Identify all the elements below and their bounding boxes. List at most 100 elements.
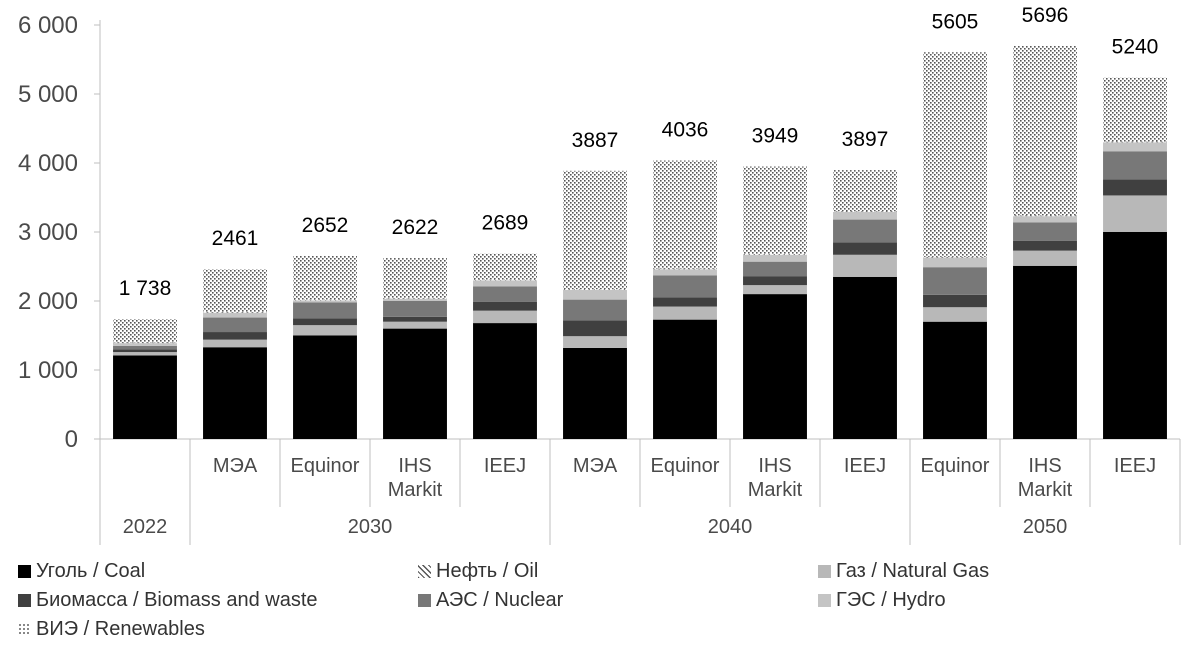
bar-segment-nuclear	[743, 261, 807, 277]
y-tick-label: 6 000	[18, 12, 78, 39]
bar-segment-coal	[653, 319, 717, 439]
legend-label: Газ / Natural Gas	[836, 560, 990, 582]
bar-segment-coal	[473, 323, 537, 439]
bar-segment-natural-gas	[923, 307, 987, 322]
legend-item: Нефть / Oil	[418, 560, 538, 583]
bar-segment-nuclear	[1103, 151, 1167, 180]
legend-item: АЭС / Nuclear	[418, 589, 563, 612]
bar-segment-natural-gas	[1013, 250, 1077, 266]
bar-segment-oil	[113, 342, 177, 344]
y-tick-label: 5 000	[18, 81, 78, 108]
legend-swatch	[418, 594, 431, 607]
x-category-label: Equinor	[921, 455, 990, 477]
bar-segment-hydro	[653, 269, 717, 276]
legend-label: АЭС / Nuclear	[436, 589, 564, 611]
bar-segment-hydro	[833, 211, 897, 220]
x-category-label: Equinor	[651, 455, 720, 477]
bar-segment-natural-gas	[563, 336, 627, 348]
bar-segment-natural-gas	[833, 254, 897, 277]
bar-segment-oil	[743, 254, 807, 255]
x-group-label: 2030	[348, 516, 393, 538]
bar-segment-coal	[1013, 265, 1077, 439]
bar-segment-hydro	[743, 254, 807, 262]
bar-total-label: 3949	[752, 125, 799, 148]
stacked-bar-chart: 0 1 000 2 000 3 000 4 000 5 000 6 000 МЭА Equin…	[18, 4, 1181, 545]
legend-item: Уголь / Coal	[18, 560, 145, 583]
legend-label: Нефть / Oil	[436, 560, 539, 582]
bar-total-label: 5240	[1112, 35, 1159, 58]
x-group-label: 2022	[123, 516, 168, 538]
bar-total-label: 1 738	[119, 277, 172, 300]
bar-segment-coal	[743, 294, 807, 439]
bar-segment-biomass-and-waste	[923, 294, 987, 308]
bar-segment-biomass-and-waste	[113, 349, 177, 353]
bar-segment-natural-gas	[743, 285, 807, 295]
bar-segment-biomass-and-waste	[293, 318, 357, 326]
bar-segment-biomass-and-waste	[653, 297, 717, 307]
bar-segment-coal	[563, 347, 627, 439]
x-group-label: 2040	[708, 516, 753, 538]
bar-segment-coal	[203, 347, 267, 439]
bar-segment-nuclear	[833, 219, 897, 243]
legend-item: Газ / Natural Gas	[818, 560, 989, 583]
bar-segment-natural-gas	[1103, 195, 1167, 232]
bar-segment-hydro	[1103, 142, 1167, 152]
bar-segment-nuclear	[653, 275, 717, 298]
bar-segment-nuclear	[1013, 222, 1077, 241]
legend-swatch	[18, 594, 31, 607]
bar-segment-renewables	[653, 160, 717, 269]
bar-segment-oil	[383, 298, 447, 299]
bar-segment-oil	[1013, 215, 1077, 217]
bar-segment-coal	[293, 335, 357, 439]
legend-swatch	[418, 565, 431, 578]
legend-label: Биомасса / Biomass and waste	[36, 589, 318, 611]
bar-segment-natural-gas	[293, 325, 357, 336]
bar-segment-oil	[293, 299, 357, 301]
bar-segment-renewables	[833, 170, 897, 212]
x-category-label: IHS Markit	[388, 455, 443, 501]
legend-label: Уголь / Coal	[36, 560, 146, 582]
y-tick-label: 1 000	[18, 357, 78, 384]
bar-segment-oil	[653, 268, 717, 270]
bar-segment-coal	[923, 321, 987, 439]
bar-segment-oil	[563, 289, 627, 290]
bar-segment-nuclear	[473, 286, 537, 302]
bar-total-label: 2461	[212, 227, 259, 250]
x-category-label: IHS Markit	[748, 455, 803, 501]
axes: 0 1 000 2 000 3 000 4 000 5 000 6 000	[18, 12, 1181, 545]
bar-segment-natural-gas	[653, 306, 717, 320]
x-category-label: IEEJ	[1114, 455, 1156, 477]
bar-total-label: 2622	[392, 216, 439, 239]
bar-segment-renewables	[1013, 45, 1077, 216]
bar-total-label: 2689	[482, 211, 529, 234]
bar-segment-coal	[383, 328, 447, 439]
bar-segment-nuclear	[563, 299, 627, 321]
bar-segment-oil	[923, 256, 987, 258]
legend-swatch	[818, 594, 831, 607]
bar-segment-coal	[113, 355, 177, 439]
bar-segment-renewables	[923, 52, 987, 257]
bar-segment-biomass-and-waste	[1013, 240, 1077, 251]
legend-item: ГЭС / Hydro	[818, 589, 946, 612]
y-tick-label: 0	[65, 426, 78, 453]
bar-total-label: 2652	[302, 214, 349, 237]
bar-segment-renewables	[113, 319, 177, 343]
bar-segment-renewables	[473, 253, 537, 280]
y-tick-label: 2 000	[18, 288, 78, 315]
bar-segment-nuclear	[383, 301, 447, 317]
bar-segment-natural-gas	[383, 321, 447, 329]
bar-segment-natural-gas	[473, 310, 537, 324]
legend-swatch	[818, 565, 831, 578]
bar-segment-renewables	[743, 166, 807, 255]
y-tick-label: 4 000	[18, 150, 78, 177]
bar-segment-nuclear	[923, 267, 987, 295]
bar-total-label: 5696	[1022, 4, 1069, 27]
x-group-label: 2050	[1023, 516, 1068, 538]
bar-segment-hydro	[113, 343, 177, 346]
bars	[113, 45, 1167, 439]
bar-total-label: 3897	[842, 128, 889, 151]
bar-segment-hydro	[563, 289, 627, 300]
bar-segment-hydro	[383, 298, 447, 301]
bar-segment-hydro	[293, 300, 357, 303]
x-category-label: МЭА	[573, 455, 618, 477]
